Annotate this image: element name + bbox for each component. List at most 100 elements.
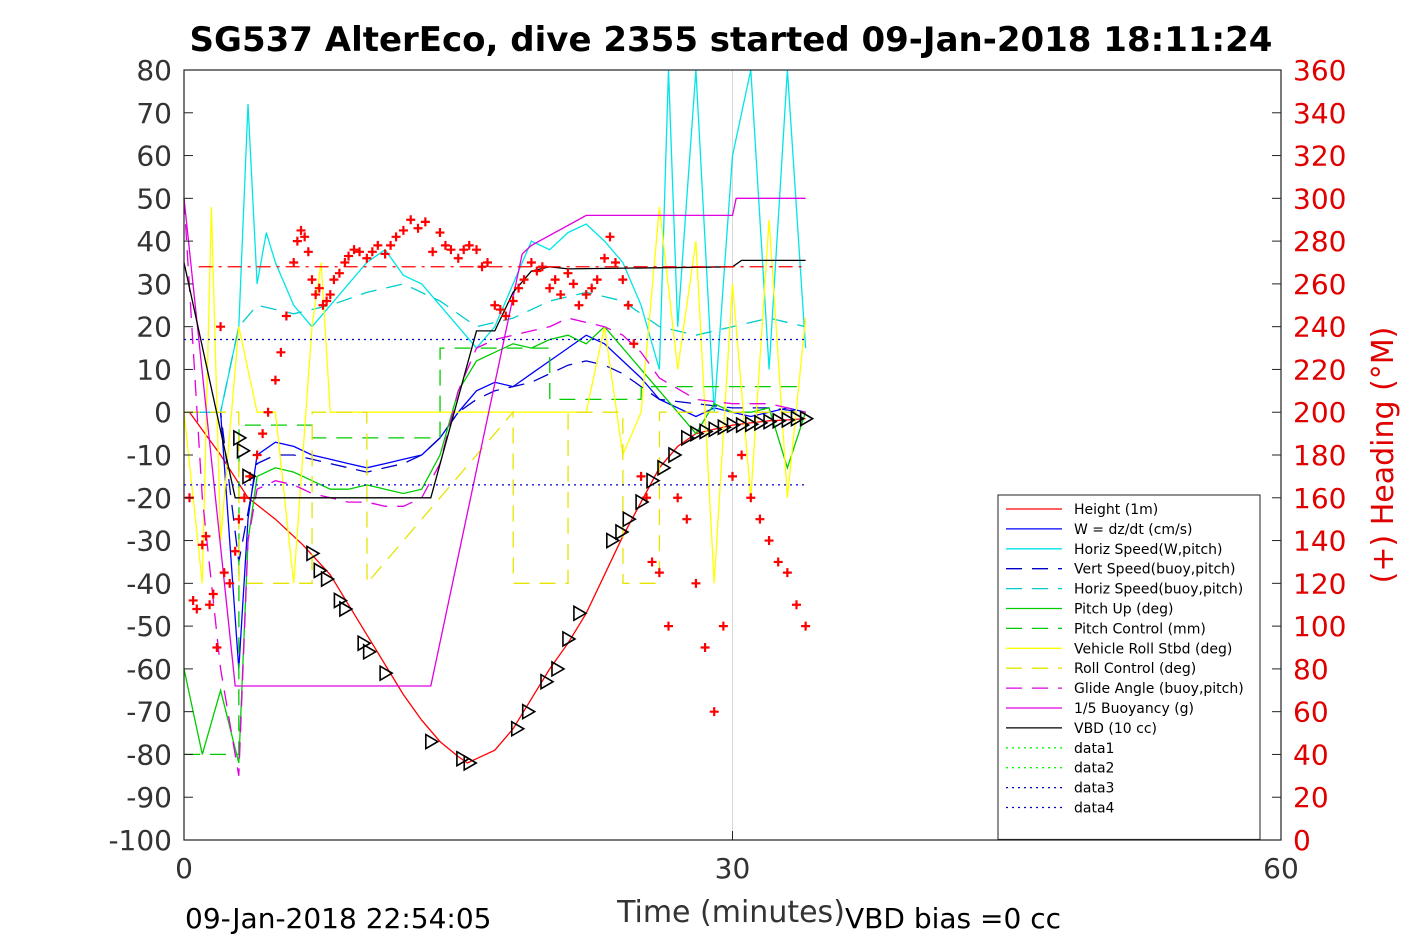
position-marker	[668, 446, 683, 464]
heading-marker	[545, 283, 555, 293]
heading-marker	[270, 375, 280, 385]
heading-marker	[446, 245, 456, 255]
y-tick-label: -80	[126, 738, 172, 771]
legend-label: 1/5 Buoyancy (g)	[1074, 701, 1194, 717]
heading-marker	[709, 707, 719, 717]
heading-marker	[746, 493, 756, 503]
heading-marker	[303, 247, 313, 257]
heading-marker	[587, 283, 597, 293]
position-marker	[799, 410, 815, 428]
heading-marker	[373, 240, 383, 250]
heading-marker	[406, 215, 416, 225]
heading-marker	[398, 225, 408, 235]
y-tick-label: -30	[126, 525, 172, 558]
y-tick-label: 20	[136, 311, 172, 344]
heading-marker	[453, 253, 463, 263]
position-marker	[744, 415, 760, 433]
position-marker	[362, 643, 378, 661]
y2-tick-label: 220	[1293, 353, 1346, 386]
heading-marker	[464, 240, 474, 250]
heading-marker	[225, 578, 235, 588]
position-marker	[735, 416, 751, 434]
x-tick-label: 30	[715, 852, 751, 885]
position-marker	[313, 562, 328, 579]
heading-marker	[263, 407, 273, 417]
heading-marker	[344, 251, 354, 261]
heading-marker	[367, 247, 377, 257]
series-line-6	[184, 347, 806, 756]
heading-marker	[413, 223, 423, 233]
position-marker	[690, 425, 705, 443]
y2-tick-label: 160	[1293, 482, 1346, 515]
legend-label: data4	[1074, 801, 1115, 817]
legend-box	[997, 494, 1261, 840]
heading-marker	[519, 275, 529, 285]
heading-marker	[664, 621, 674, 631]
position-marker	[339, 600, 354, 618]
position-marker	[233, 429, 248, 447]
position-marker	[551, 660, 566, 678]
heading-marker	[700, 643, 710, 652]
y-tick-label: 40	[136, 225, 172, 258]
y2-axis-label: (+) Heading (°M)	[1366, 327, 1401, 584]
position-marker	[379, 664, 394, 682]
series-line-1	[184, 334, 806, 669]
y2-tick-label: 0	[1293, 824, 1311, 857]
heading-marker	[501, 311, 511, 321]
y-tick-label: -100	[108, 824, 172, 857]
y-tick-label: 0	[154, 396, 172, 429]
axes: 80706050403020100-10-20-30-40-50-60-70-8…	[108, 54, 1346, 885]
heading-marker	[355, 247, 365, 257]
position-marker	[699, 423, 714, 440]
legend-label: Vehicle Roll Stbd (deg)	[1074, 641, 1232, 657]
heading-marker	[682, 514, 692, 524]
heading-marker	[728, 471, 737, 481]
heading-marker	[574, 300, 584, 310]
position-marker	[754, 414, 769, 432]
heading-marker	[307, 275, 317, 285]
heading-marker	[647, 557, 657, 567]
position-marker	[635, 493, 650, 511]
y2-tick-label: 280	[1293, 225, 1346, 258]
heading-marker	[201, 531, 211, 541]
heading-marker	[212, 643, 222, 652]
heading-marker	[380, 249, 390, 259]
y2-tick-label: 360	[1293, 54, 1346, 87]
y-tick-label: 50	[136, 182, 172, 215]
legend-label: Pitch Up (deg)	[1074, 602, 1173, 618]
position-marker	[781, 411, 796, 429]
heading-marker	[605, 232, 615, 242]
heading-marker	[600, 253, 610, 263]
heading-marker	[537, 262, 547, 272]
y-tick-label: 80	[136, 54, 172, 87]
heading-marker	[420, 217, 430, 227]
heading-marker	[636, 471, 646, 481]
heading-marker	[239, 493, 249, 503]
heading-marker	[322, 296, 332, 306]
position-marker	[306, 544, 321, 562]
position-marker	[236, 442, 252, 460]
heading-marker	[801, 621, 811, 631]
heading-marker	[329, 275, 339, 285]
y2-tick-label: 140	[1293, 525, 1346, 558]
heading-marker	[296, 225, 306, 235]
heading-marker	[252, 450, 262, 460]
y2-tick-label: 320	[1293, 140, 1346, 173]
heading-marker	[391, 232, 401, 242]
heading-marker	[192, 604, 202, 614]
position-marker	[772, 412, 787, 430]
chart-title: SG537 AlterEco, dive 2355 started 09-Jan…	[190, 20, 1273, 60]
legend-label: Horiz Speed(W,pitch)	[1074, 542, 1222, 558]
position-marker	[242, 467, 257, 485]
position-marker	[540, 673, 555, 691]
heading-marker	[782, 568, 792, 578]
heading-marker	[428, 247, 438, 257]
heading-marker	[292, 236, 302, 246]
legend-label: W = dz/dt (cm/s)	[1074, 522, 1193, 538]
heading-marker	[514, 283, 524, 293]
heading-marker	[281, 311, 291, 321]
heading-marker	[311, 290, 321, 300]
position-marker	[425, 733, 440, 751]
heading-marker	[188, 595, 198, 605]
